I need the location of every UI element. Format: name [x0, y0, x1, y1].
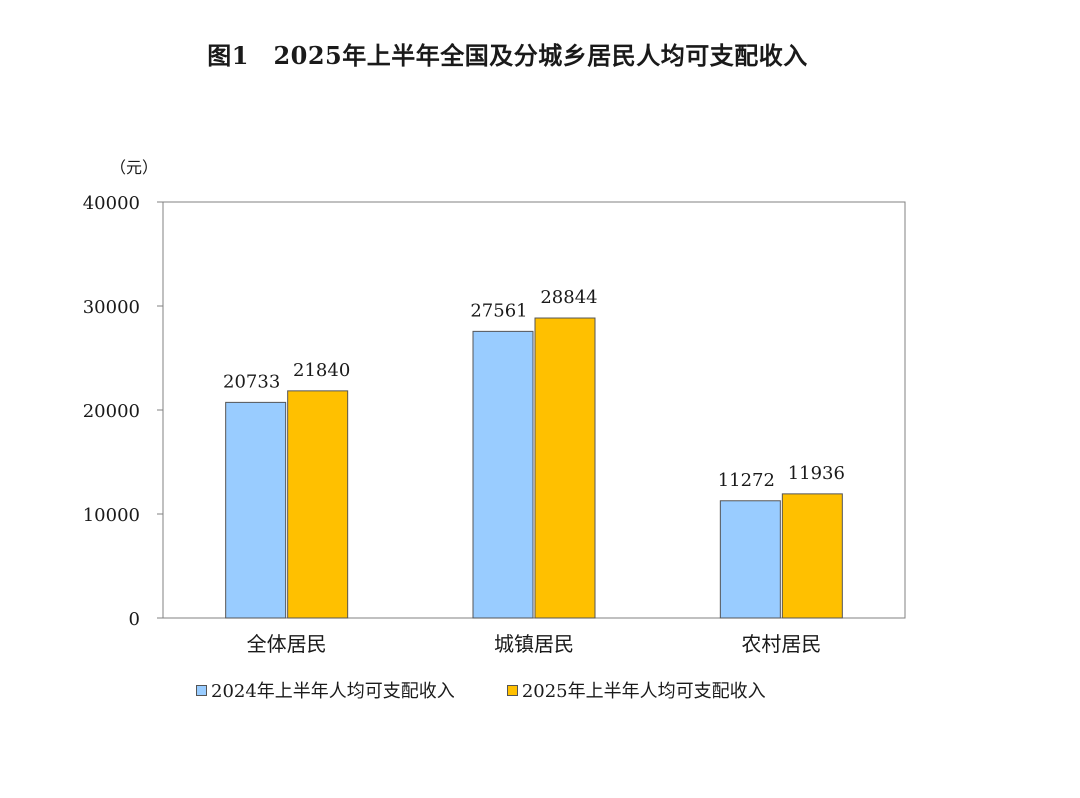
data-label: 20733 [223, 371, 280, 392]
bar-chart: （元） 0 10000 20000 30000 40000 20733 21840 全体居民 27… [83, 158, 906, 656]
x-category-label: 全体居民 [247, 632, 327, 656]
data-label: 11936 [788, 463, 845, 484]
y-tick-label: 0 [129, 609, 140, 630]
bar [781, 493, 843, 619]
data-label: 21840 [293, 360, 350, 381]
legend: 2024年上半年人均可支配收入 2025年上半年人均可支配收入 [196, 677, 818, 703]
data-label: 27561 [470, 300, 527, 321]
chart-title: 图1 2025年上半年全国及分城乡居民人均可支配收入 [207, 41, 808, 70]
legend-item-2024: 2024年上半年人均可支配收入 [196, 677, 455, 703]
legend-label-2025: 2025年上半年人均可支配收入 [521, 681, 766, 702]
bar [225, 401, 287, 619]
y-axis-unit-label: （元） [110, 158, 158, 177]
x-category-label: 城镇居民 [494, 632, 574, 656]
y-tick-label: 10000 [83, 505, 140, 526]
bar [719, 500, 781, 619]
bar [534, 317, 596, 619]
data-label: 11272 [718, 470, 775, 491]
legend-swatch-2024 [196, 684, 207, 696]
bar [472, 330, 534, 619]
data-label: 28844 [540, 287, 597, 308]
y-tick-label: 20000 [83, 401, 140, 422]
legend-swatch-2025 [506, 684, 518, 696]
x-category-label: 农村居民 [741, 632, 821, 656]
legend-item-2025: 2025年上半年人均可支配收入 [506, 677, 766, 703]
bar [287, 390, 349, 619]
legend-label-2024: 2024年上半年人均可支配收入 [211, 681, 455, 702]
y-tick-label: 40000 [83, 193, 140, 214]
y-tick-label: 30000 [83, 297, 140, 318]
